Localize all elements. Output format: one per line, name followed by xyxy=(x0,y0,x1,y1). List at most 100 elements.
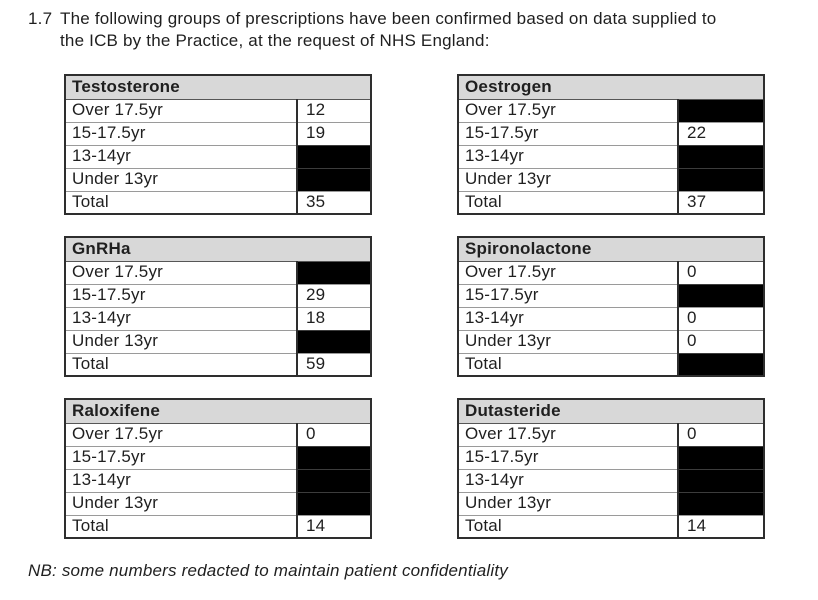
age-group-label: 13-14yr xyxy=(458,144,679,168)
table-testosterone: Testosterone Over 17.5yr 12 15-17.5yr 19 13-1… xyxy=(64,74,373,215)
age-group-label: Over 17.5yr xyxy=(65,260,298,284)
table-title: Dutasteride xyxy=(458,399,765,424)
age-group-label: Total xyxy=(458,352,679,376)
table-spironolactone: Spironolactone Over 17.5yr 0 15-17.5yr 13-14… xyxy=(457,236,766,377)
age-group-label: 15-17.5yr xyxy=(65,445,298,469)
table-row: Total xyxy=(458,352,765,376)
table-oestrogen: Oestrogen Over 17.5yr 15-17.5yr 22 13-14yr Un… xyxy=(457,74,766,215)
table-row: Total 59 xyxy=(65,352,371,376)
age-group-label: 15-17.5yr xyxy=(458,283,679,307)
age-group-label: Over 17.5yr xyxy=(458,98,679,122)
table-row: Under 13yr xyxy=(458,167,765,191)
age-group-label: 13-14yr xyxy=(65,144,298,168)
count-value: 35 xyxy=(297,190,372,214)
table-title: Spironolactone xyxy=(458,237,765,262)
age-group-label: 13-14yr xyxy=(65,306,298,330)
table-raloxifene: Raloxifene Over 17.5yr 0 15-17.5yr 13-14yr Un… xyxy=(64,398,373,539)
age-group-label: Under 13yr xyxy=(458,491,679,515)
table-row: 13-14yr xyxy=(65,468,372,492)
age-group-label: Under 13yr xyxy=(458,167,679,191)
redaction-note: NB: some numbers redacted to maintain pa… xyxy=(28,561,508,580)
table-header-row: Oestrogen xyxy=(458,75,765,100)
redacted-cell xyxy=(678,283,765,307)
redacted-cell xyxy=(297,144,372,168)
age-group-label: 15-17.5yr xyxy=(458,445,679,469)
count-value: 22 xyxy=(678,121,765,145)
age-group-label: Under 13yr xyxy=(65,329,298,353)
table-row: Total 35 xyxy=(65,190,372,214)
count-value: 19 xyxy=(297,121,372,145)
table-row: Over 17.5yr 0 xyxy=(458,422,765,446)
table-row: 13-14yr xyxy=(458,468,765,492)
table-header-row: Testosterone xyxy=(65,75,372,100)
count-value: 0 xyxy=(297,422,372,446)
count-value: 14 xyxy=(678,514,765,538)
table-dutasteride: Dutasteride Over 17.5yr 0 15-17.5yr 13-14yr U… xyxy=(457,398,766,539)
table-row: 13-14yr 18 xyxy=(65,306,371,330)
table-title: Oestrogen xyxy=(458,75,765,100)
redacted-cell xyxy=(678,491,765,515)
table-row: Over 17.5yr xyxy=(458,98,765,122)
paragraph-line-2: the ICB by the Practice, at the request … xyxy=(60,31,490,50)
table-row: Under 13yr xyxy=(65,491,372,515)
redacted-cell xyxy=(297,445,372,469)
table-row: 15-17.5yr 19 xyxy=(65,121,372,145)
table-row: 13-14yr xyxy=(65,144,372,168)
table-title: GnRHa xyxy=(65,237,371,262)
table-header-row: Spironolactone xyxy=(458,237,765,262)
paragraph-text: The following groups of prescriptions ha… xyxy=(60,8,802,52)
age-group-label: 15-17.5yr xyxy=(65,121,298,145)
table-row: Over 17.5yr xyxy=(65,260,371,284)
age-group-label: Over 17.5yr xyxy=(65,422,298,446)
table-row: Under 13yr xyxy=(65,329,371,353)
redacted-cell xyxy=(678,144,765,168)
age-group-label: Total xyxy=(458,514,679,538)
redacted-cell xyxy=(678,468,765,492)
table-row: Total 14 xyxy=(65,514,372,538)
table-row: Under 13yr xyxy=(458,491,765,515)
count-value: 0 xyxy=(678,260,765,284)
age-group-label: Under 13yr xyxy=(458,329,679,353)
paragraph-number: 1.7 xyxy=(28,9,53,28)
table-row: Over 17.5yr 12 xyxy=(65,98,372,122)
table-row: 15-17.5yr xyxy=(65,445,372,469)
table-row: 13-14yr 0 xyxy=(458,306,765,330)
table-gnrha: GnRHa Over 17.5yr 15-17.5yr 29 13-14yr 18 Unde… xyxy=(64,236,372,377)
age-group-label: Under 13yr xyxy=(65,167,298,191)
table-header-row: Raloxifene xyxy=(65,399,372,424)
table-row: Over 17.5yr 0 xyxy=(458,260,765,284)
redacted-cell xyxy=(678,445,765,469)
count-value: 37 xyxy=(678,190,765,214)
age-group-label: Total xyxy=(65,352,298,376)
age-group-label: Total xyxy=(65,514,298,538)
age-group-label: Total xyxy=(458,190,679,214)
redacted-cell xyxy=(678,352,765,376)
redacted-cell xyxy=(297,167,372,191)
age-group-label: Total xyxy=(65,190,298,214)
redacted-cell xyxy=(297,260,371,284)
redacted-cell xyxy=(297,468,372,492)
prescription-tables-grid: Testosterone Over 17.5yr 12 15-17.5yr 19 13-1… xyxy=(64,74,766,539)
table-title: Testosterone xyxy=(65,75,372,100)
table-row: 15-17.5yr xyxy=(458,283,765,307)
table-row: Under 13yr xyxy=(65,167,372,191)
paragraph-line-1: The following groups of prescriptions ha… xyxy=(60,9,717,28)
age-group-label: Over 17.5yr xyxy=(458,260,679,284)
table-row: 13-14yr xyxy=(458,144,765,168)
age-group-label: 13-14yr xyxy=(65,468,298,492)
table-row: Under 13yr 0 xyxy=(458,329,765,353)
table-row: Over 17.5yr 0 xyxy=(65,422,372,446)
age-group-label: Over 17.5yr xyxy=(458,422,679,446)
redacted-cell xyxy=(678,167,765,191)
count-value: 12 xyxy=(297,98,372,122)
redacted-cell xyxy=(678,98,765,122)
redacted-cell xyxy=(297,329,371,353)
count-value: 14 xyxy=(297,514,372,538)
paragraph-1-7: 1.7 The following groups of prescription… xyxy=(28,8,802,52)
table-row: Total 37 xyxy=(458,190,765,214)
count-value: 59 xyxy=(297,352,371,376)
table-row: Total 14 xyxy=(458,514,765,538)
redacted-cell xyxy=(297,491,372,515)
age-group-label: 13-14yr xyxy=(458,306,679,330)
count-value: 0 xyxy=(678,422,765,446)
